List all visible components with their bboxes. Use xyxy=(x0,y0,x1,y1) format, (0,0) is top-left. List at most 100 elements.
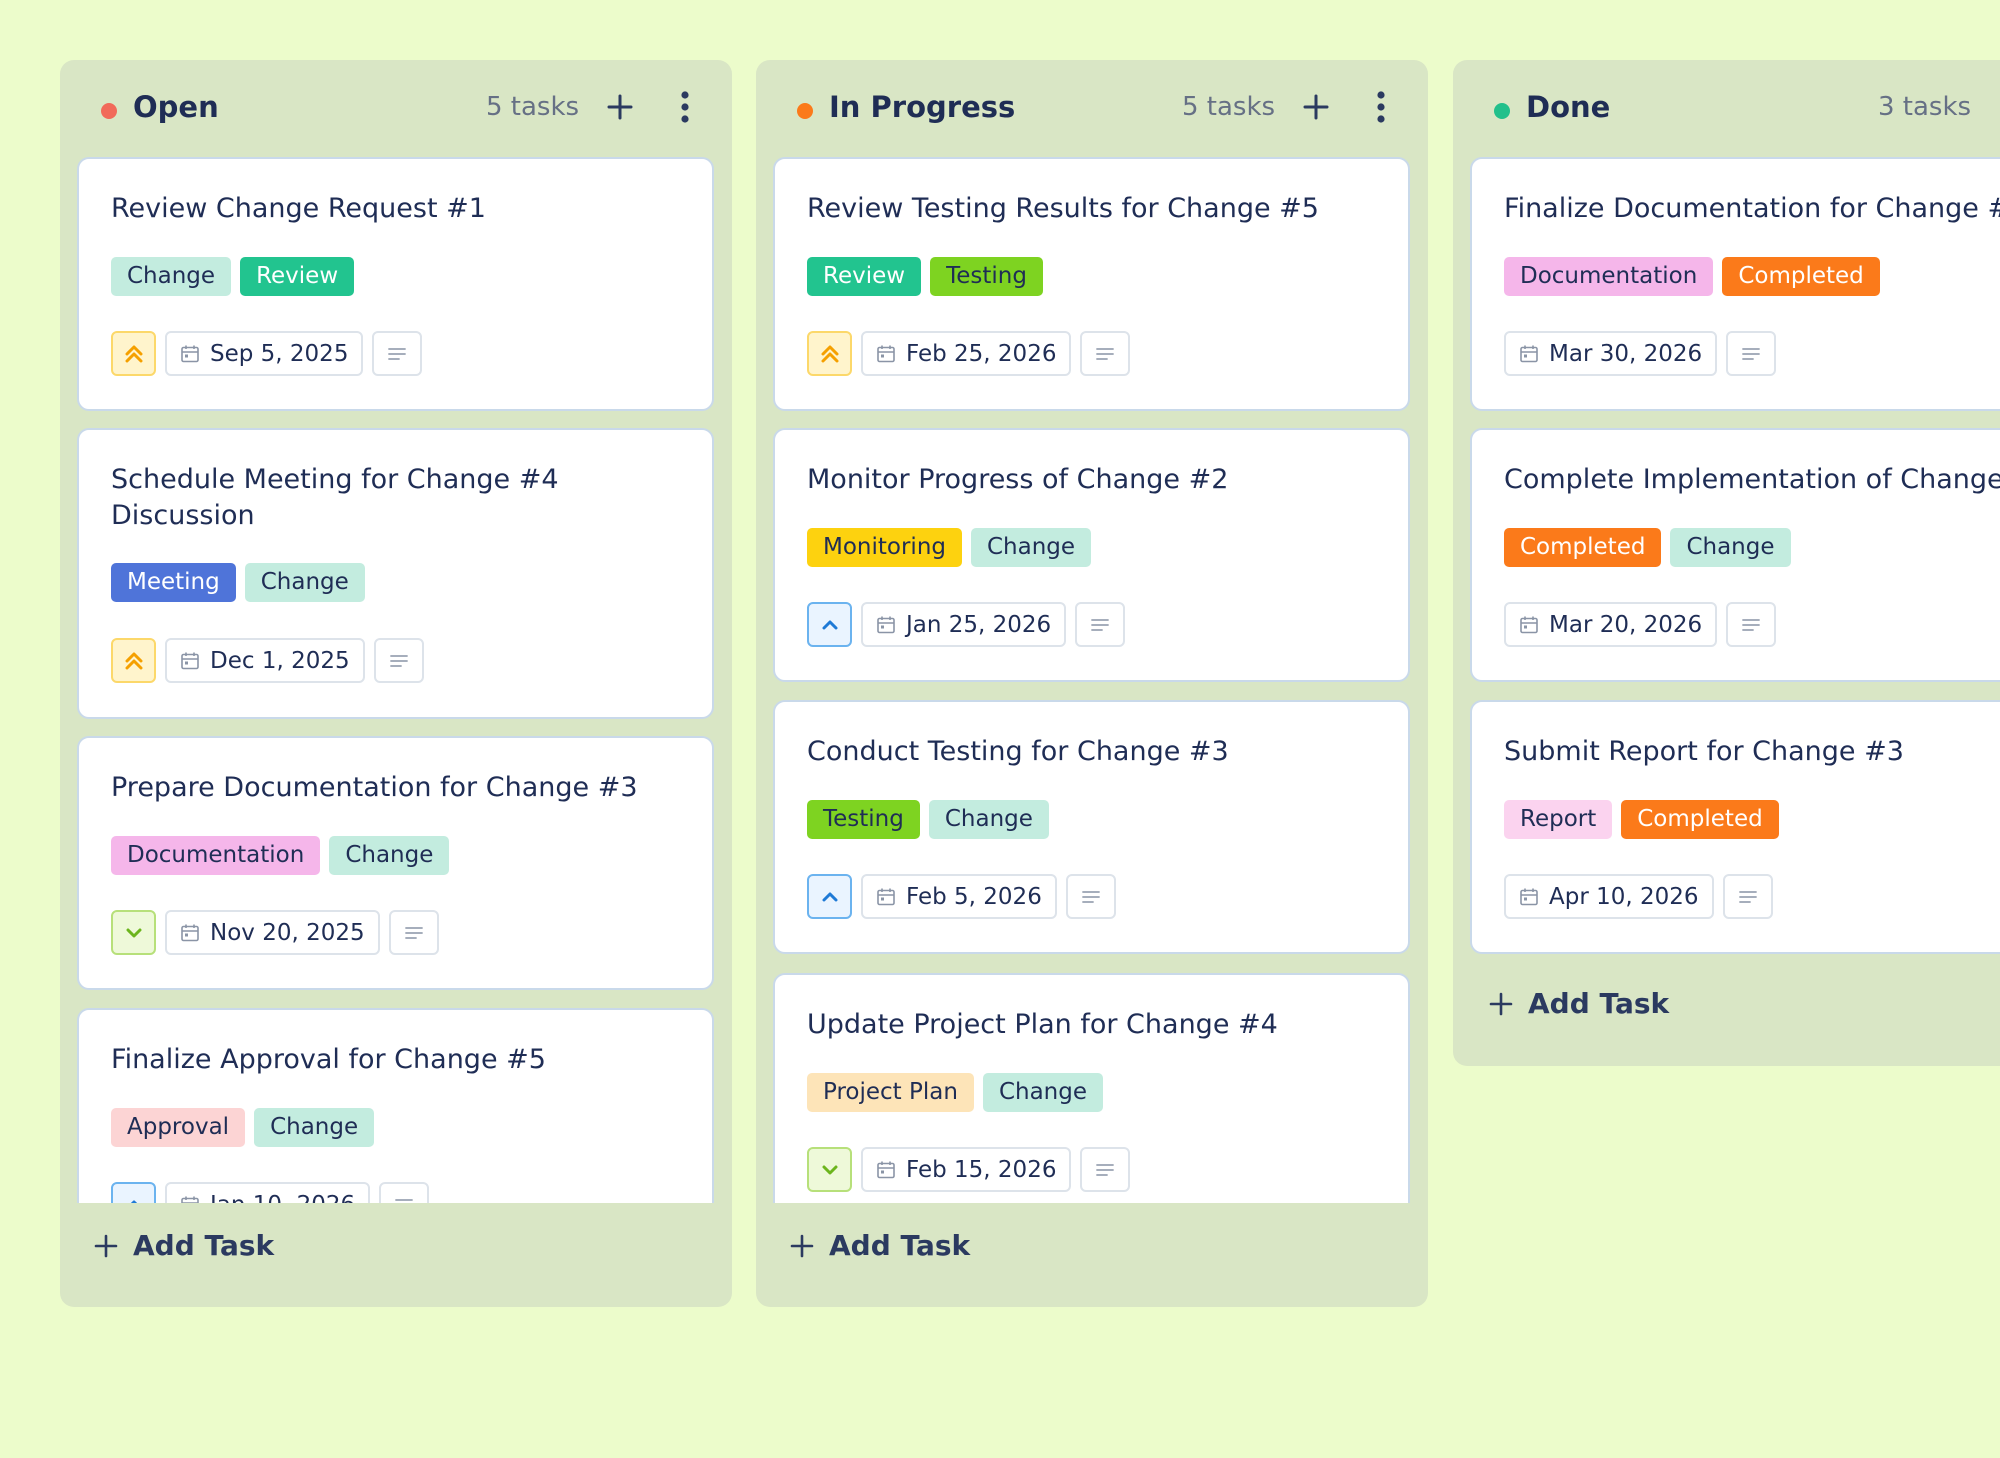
task-card[interactable]: Review Testing Results for Change #5 Rev… xyxy=(773,157,1410,411)
card-meta: Dec 1, 2025 xyxy=(111,638,424,683)
column-title: Done xyxy=(1526,90,1611,124)
priority-low-button[interactable] xyxy=(807,1147,852,1192)
tag-list: Documentation Change xyxy=(111,836,450,875)
add-task-label: Add Task xyxy=(133,1229,275,1262)
calendar-icon xyxy=(877,1161,895,1178)
priority-medium-button[interactable] xyxy=(807,602,852,647)
due-date-button[interactable]: Sep 5, 2025 xyxy=(165,331,364,376)
tag[interactable]: Change xyxy=(928,800,1049,839)
priority-high-button[interactable] xyxy=(807,331,852,376)
chevron-up-icon xyxy=(822,620,837,629)
notes-button[interactable] xyxy=(1080,331,1131,376)
tag[interactable]: Testing xyxy=(807,800,920,839)
add-task-button[interactable]: Add Task xyxy=(93,1229,274,1262)
tag[interactable]: Change xyxy=(982,1073,1103,1112)
task-card[interactable]: Finalize Documentation for Change #2 Doc… xyxy=(1470,157,2000,411)
task-card[interactable]: Finalize Approval for Change #5 Approval… xyxy=(77,1008,714,1203)
tag[interactable]: Change xyxy=(244,563,365,602)
column-header: Open 5 tasks xyxy=(60,60,732,160)
task-count: 5 tasks xyxy=(486,92,580,122)
add-task-label: Add Task xyxy=(829,1229,971,1262)
due-date-button[interactable]: Mar 30, 2026 xyxy=(1504,331,1718,376)
card-meta: Jan 25, 2026 xyxy=(807,602,1126,647)
tag[interactable]: Completed xyxy=(1621,800,1779,839)
due-date-button[interactable]: Dec 1, 2025 xyxy=(165,638,365,683)
more-vertical-icon xyxy=(681,91,689,123)
tag[interactable]: Documentation xyxy=(1504,257,1714,296)
tag-list: Change Review xyxy=(111,257,355,296)
due-date-button[interactable]: Mar 20, 2026 xyxy=(1504,602,1718,647)
tag[interactable]: Review xyxy=(807,257,922,296)
add-card-button[interactable] xyxy=(1296,87,1336,127)
task-card[interactable]: Monitor Progress of Change #2 Monitoring… xyxy=(773,428,1410,682)
task-card[interactable]: Prepare Documentation for Change #3 Docu… xyxy=(77,736,714,990)
task-card[interactable]: Complete Implementation of Change #1 Com… xyxy=(1470,428,2000,682)
due-date-button[interactable]: Jan 10, 2026 xyxy=(165,1182,371,1203)
notes-button[interactable] xyxy=(1075,602,1126,647)
due-date-button[interactable]: Feb 15, 2026 xyxy=(861,1147,1072,1192)
tag[interactable]: Completed xyxy=(1504,528,1662,567)
add-card-button[interactable] xyxy=(600,87,640,127)
notes-button[interactable] xyxy=(1722,874,1773,919)
due-date-button[interactable]: Jan 25, 2026 xyxy=(861,602,1067,647)
status-dot xyxy=(797,103,813,119)
notes-button[interactable] xyxy=(372,331,423,376)
tag[interactable]: Testing xyxy=(930,257,1043,296)
due-date: Mar 20, 2026 xyxy=(1549,611,1703,638)
add-task-button[interactable]: Add Task xyxy=(1488,987,1669,1020)
priority-medium-button[interactable] xyxy=(807,874,852,919)
column-menu-button[interactable] xyxy=(670,87,700,127)
notes-button[interactable] xyxy=(1080,1147,1131,1192)
more-vertical-icon xyxy=(1377,91,1385,123)
column-menu-button[interactable] xyxy=(1366,87,1396,127)
notes-button[interactable] xyxy=(1065,874,1116,919)
notes-icon xyxy=(1081,890,1100,903)
priority-medium-button[interactable] xyxy=(111,1182,156,1203)
calendar-icon xyxy=(181,924,199,941)
tag[interactable]: Meeting xyxy=(111,563,236,602)
column-title: In Progress xyxy=(829,90,1016,124)
task-card[interactable]: Submit Report for Change #3 Report Compl… xyxy=(1470,700,2000,954)
add-task-button[interactable]: Add Task xyxy=(789,1229,970,1262)
card-title: Monitor Progress of Change #2 xyxy=(807,464,1229,495)
notes-button[interactable] xyxy=(1726,602,1777,647)
card-meta: Feb 15, 2026 xyxy=(807,1147,1131,1192)
tag-list: Completed Change xyxy=(1504,528,1791,567)
tag[interactable]: Report xyxy=(1504,800,1613,839)
notes-icon xyxy=(388,347,407,360)
tag[interactable]: Review xyxy=(240,257,355,296)
task-card[interactable]: Conduct Testing for Change #3 Testing Ch… xyxy=(773,700,1410,954)
task-card[interactable]: Schedule Meeting for Change #4 Discussio… xyxy=(77,428,714,719)
tag[interactable]: Change xyxy=(254,1108,375,1147)
plus-icon xyxy=(1489,992,1513,1015)
tag[interactable]: Project Plan xyxy=(807,1073,974,1112)
tag[interactable]: Documentation xyxy=(111,836,321,875)
due-date-button[interactable]: Feb 25, 2026 xyxy=(861,331,1072,376)
tag-list: Review Testing xyxy=(807,257,1043,296)
due-date-button[interactable]: Nov 20, 2025 xyxy=(165,910,380,955)
notes-icon xyxy=(1096,347,1115,360)
notes-button[interactable] xyxy=(373,638,424,683)
due-date-button[interactable]: Apr 10, 2026 xyxy=(1504,874,1714,919)
notes-button[interactable] xyxy=(379,1182,430,1203)
tag[interactable]: Completed xyxy=(1722,257,1880,296)
tag[interactable]: Change xyxy=(1670,528,1791,567)
calendar-icon xyxy=(877,888,895,905)
task-card[interactable]: Review Change Request #1 Change Review S… xyxy=(77,157,714,411)
priority-high-button[interactable] xyxy=(111,331,156,376)
due-date-button[interactable]: Feb 5, 2026 xyxy=(861,874,1057,919)
notes-button[interactable] xyxy=(1726,331,1777,376)
priority-low-button[interactable] xyxy=(111,910,156,955)
tag[interactable]: Approval xyxy=(111,1108,246,1147)
due-date: Feb 5, 2026 xyxy=(906,883,1042,910)
task-card[interactable]: Update Project Plan for Change #4 Projec… xyxy=(773,973,1410,1203)
tag[interactable]: Change xyxy=(329,836,450,875)
column-cards: Review Change Request #1 Change Review S… xyxy=(77,157,716,1203)
priority-high-button[interactable] xyxy=(111,638,156,683)
tag[interactable]: Change xyxy=(111,257,232,296)
tag[interactable]: Monitoring xyxy=(807,528,962,567)
notes-button[interactable] xyxy=(388,910,439,955)
card-meta: Apr 10, 2026 xyxy=(1504,874,1773,919)
tag[interactable]: Change xyxy=(971,528,1092,567)
due-date: Feb 25, 2026 xyxy=(906,340,1057,367)
